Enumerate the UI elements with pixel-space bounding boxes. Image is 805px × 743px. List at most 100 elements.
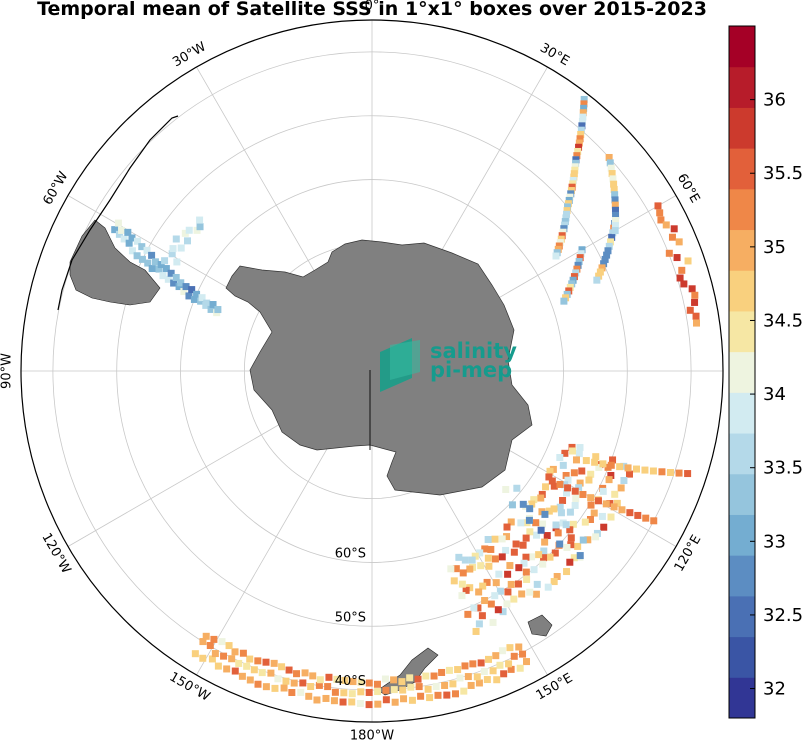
sss-cell xyxy=(563,543,571,551)
sss-cell xyxy=(520,559,528,567)
sss-cell xyxy=(675,238,683,246)
colorbar-swatch xyxy=(729,270,755,312)
sss-cell xyxy=(574,261,582,269)
sss-cell xyxy=(202,632,210,640)
sss-cell xyxy=(475,588,483,596)
sss-cell xyxy=(235,659,243,667)
sss-cell xyxy=(250,666,258,674)
sss-cell xyxy=(610,180,618,188)
sss-cell xyxy=(282,677,290,685)
sss-cell xyxy=(170,279,178,287)
sss-cell xyxy=(461,556,469,564)
sss-cell xyxy=(207,305,215,313)
sss-cell xyxy=(274,675,282,683)
sss-cell xyxy=(506,562,514,570)
sss-cell xyxy=(124,228,132,236)
sss-cell xyxy=(128,234,136,242)
sss-cell xyxy=(670,225,678,233)
sss-cell xyxy=(496,661,504,669)
sss-cell xyxy=(454,666,462,674)
sss-cell xyxy=(341,676,349,684)
sss-cell xyxy=(183,237,191,245)
sss-cell xyxy=(605,476,613,484)
sss-cell xyxy=(657,216,665,224)
colorbar-tick-label: 35.5 xyxy=(763,163,803,184)
sss-cell xyxy=(572,495,580,503)
sss-cell xyxy=(676,274,684,282)
sss-cell xyxy=(519,500,527,508)
sss-cell xyxy=(587,501,595,509)
colorbar-swatch xyxy=(729,107,755,149)
sss-cell xyxy=(668,233,676,241)
sss-cell xyxy=(484,554,492,562)
sss-cell xyxy=(481,545,489,553)
sss-cell xyxy=(475,679,483,687)
sss-cell xyxy=(606,159,614,167)
sss-cell xyxy=(243,662,251,670)
sss-cell xyxy=(605,242,613,250)
sss-cell xyxy=(611,490,619,498)
sss-cell xyxy=(445,666,453,674)
sss-cell xyxy=(609,456,617,464)
sss-cell xyxy=(415,683,423,691)
sss-cell xyxy=(560,225,568,233)
sss-cell xyxy=(438,668,446,676)
sss-cell xyxy=(559,461,567,469)
sss-cell xyxy=(489,618,497,626)
sss-cell xyxy=(601,255,609,263)
logo-text-line2: pi-mep xyxy=(430,358,512,382)
sss-cell xyxy=(496,587,504,595)
sss-cell xyxy=(483,676,491,684)
colorbar-swatch xyxy=(729,473,755,515)
sss-cell xyxy=(607,513,615,521)
sss-cell xyxy=(365,688,373,696)
sss-cell xyxy=(541,510,549,518)
sss-cell xyxy=(450,577,458,585)
sss-cell xyxy=(556,480,564,488)
sss-cell xyxy=(632,465,640,473)
sss-cell xyxy=(210,635,218,643)
sss-cell xyxy=(162,265,170,273)
sss-cell xyxy=(686,306,694,314)
sss-cell xyxy=(559,496,567,504)
sss-cell xyxy=(417,692,425,700)
sss-cell xyxy=(532,519,540,527)
sss-cell xyxy=(459,569,467,577)
sss-cell xyxy=(573,152,581,160)
sss-cell xyxy=(193,290,201,298)
sss-cell xyxy=(528,553,536,561)
sss-cell xyxy=(333,675,341,683)
sss-cell xyxy=(487,600,495,608)
sss-cell xyxy=(487,545,495,553)
sss-cell xyxy=(499,608,507,616)
sss-cell xyxy=(474,604,482,612)
sss-cell xyxy=(537,494,545,502)
sss-cell xyxy=(203,299,211,307)
sss-cell xyxy=(587,494,595,502)
sss-cell xyxy=(611,201,619,209)
sss-cell xyxy=(570,469,578,477)
sss-cell xyxy=(569,276,577,284)
sss-cell xyxy=(580,104,588,112)
sss-cell xyxy=(305,692,313,700)
sss-cell xyxy=(301,669,309,677)
sss-cell xyxy=(598,512,606,520)
sss-cell xyxy=(462,586,470,594)
sss-cell xyxy=(562,521,570,529)
sss-cell xyxy=(675,469,683,477)
map-outer-frame xyxy=(20,19,724,723)
latitude-labels: 60°S 50°S 40°S xyxy=(335,546,366,689)
sss-cell xyxy=(390,686,398,694)
sss-cell xyxy=(611,227,619,235)
sss-cell xyxy=(120,235,128,243)
colorbar-swatch xyxy=(729,595,755,638)
sss-cell xyxy=(181,229,189,237)
sss-cell xyxy=(214,306,222,314)
sss-cell xyxy=(526,528,534,536)
sss-cell xyxy=(684,257,692,265)
sss-cell xyxy=(573,265,581,273)
sss-cell xyxy=(125,239,133,247)
sss-cell xyxy=(605,153,613,161)
sss-cell xyxy=(598,264,606,272)
sss-cell xyxy=(270,659,278,667)
